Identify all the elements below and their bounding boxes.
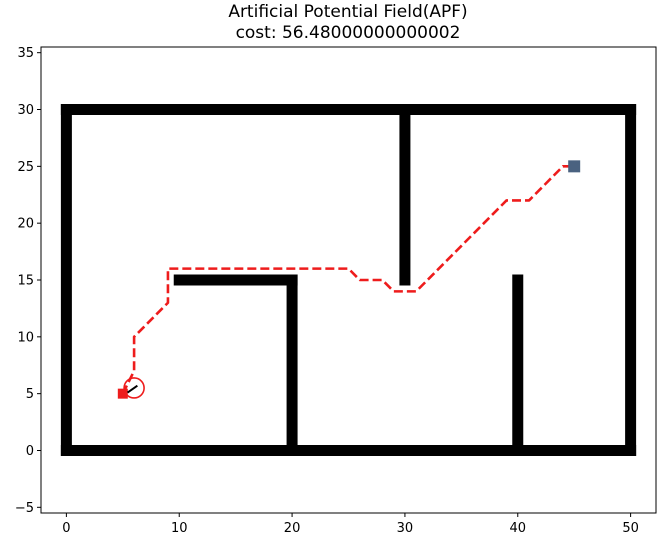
y-tick-label: 25 xyxy=(17,160,34,175)
y-tick-label: 0 xyxy=(26,444,34,459)
y-tick-label: 30 xyxy=(17,103,34,118)
x-tick-label: 20 xyxy=(284,521,301,536)
plot-area xyxy=(41,47,656,513)
goal-marker xyxy=(568,160,581,173)
y-tick-label: 35 xyxy=(17,46,34,61)
y-tick-label: 15 xyxy=(17,274,34,289)
robot-circle xyxy=(123,377,145,399)
x-axis: 0 10 20 30 40 50 xyxy=(62,513,639,536)
obstacle-walls xyxy=(60,104,637,456)
path-line xyxy=(121,165,575,395)
robot-heading-arrow xyxy=(126,384,138,394)
y-tick-label: 20 xyxy=(17,217,34,232)
x-tick-label: 30 xyxy=(397,521,414,536)
y-tick-label: 10 xyxy=(17,330,34,345)
x-tick-label: 50 xyxy=(622,521,639,536)
x-tick-label: 0 xyxy=(62,521,70,536)
planned-path xyxy=(121,165,575,395)
y-tick-label: −5 xyxy=(15,501,34,516)
start-marker xyxy=(117,388,128,399)
x-tick-label: 40 xyxy=(509,521,526,536)
chart-title: Artificial Potential Field(APF) xyxy=(228,2,467,22)
markers xyxy=(117,160,581,399)
chart-subtitle: cost: 56.48000000000002 xyxy=(236,23,461,43)
y-tick-label: 5 xyxy=(26,387,34,402)
y-axis: −5 0 5 10 15 20 25 30 35 xyxy=(15,46,41,516)
x-tick-label: 10 xyxy=(171,521,188,536)
